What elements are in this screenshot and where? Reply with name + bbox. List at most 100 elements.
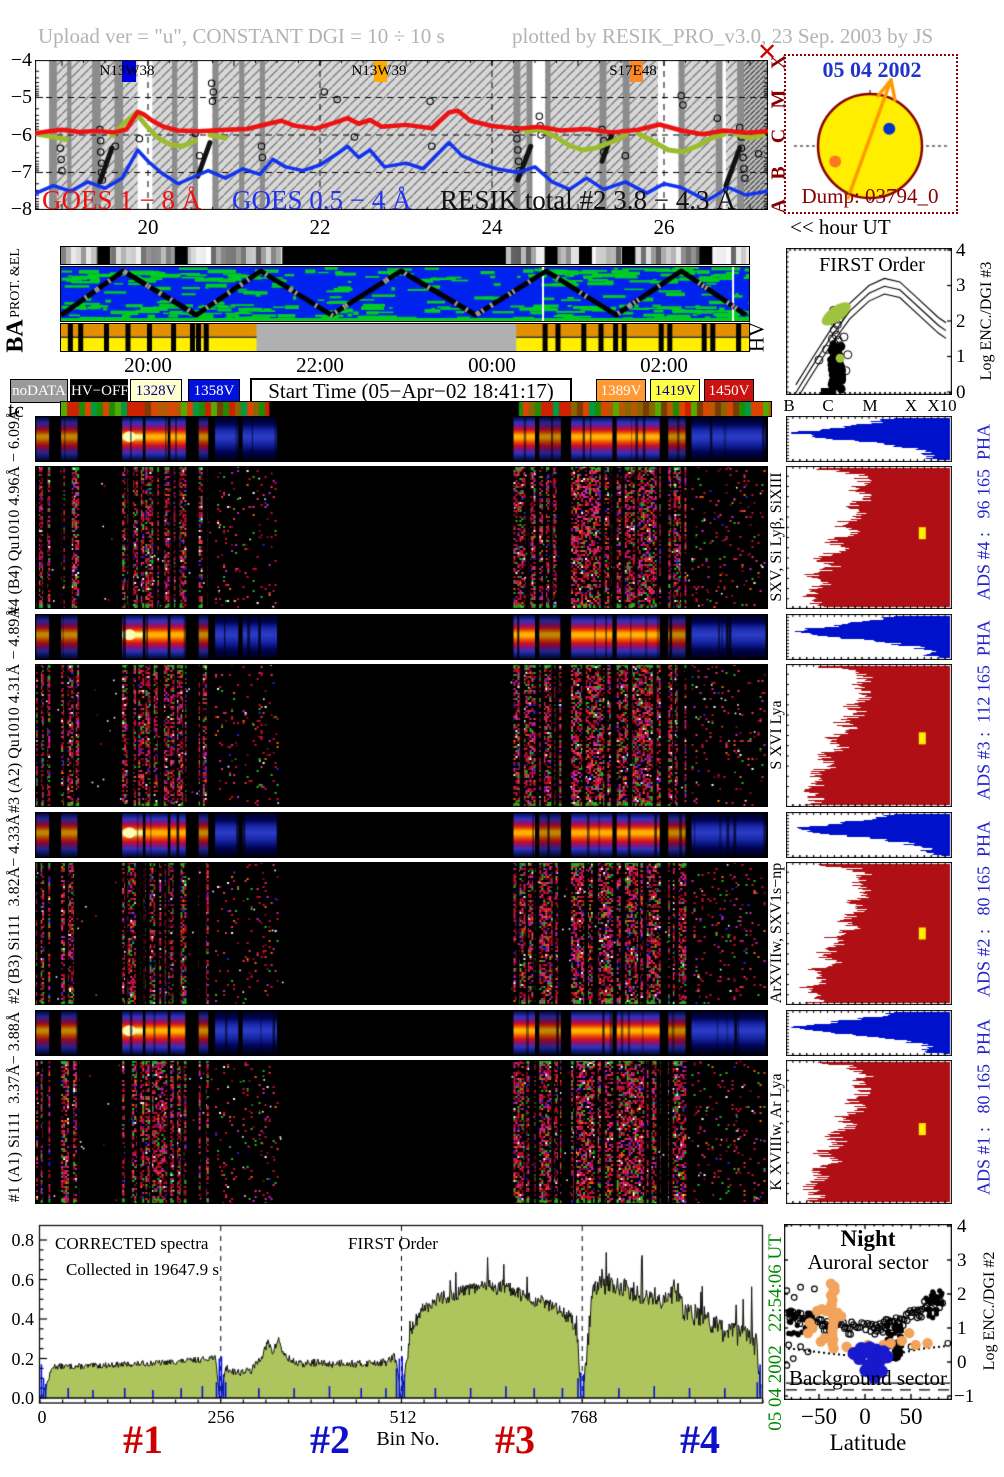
lat-ytick: 1 — [957, 1318, 967, 1339]
sun-panel — [784, 54, 958, 214]
lat-xtick: 0 — [859, 1404, 871, 1429]
auroral-title: Auroral sector — [807, 1250, 929, 1274]
line-id-label: K XVIIIw, Ar Lya — [768, 1073, 785, 1191]
legend-1358v: 1358V — [188, 379, 240, 403]
time-tick: 02:00 — [640, 353, 688, 377]
start-time-box: Start Time (05−Apr−02 18:41:17) — [250, 378, 572, 404]
goes-ytick: −6 — [10, 124, 32, 146]
goes-ytick: −4 — [10, 49, 32, 71]
section-label-4: #4 — [680, 1417, 720, 1462]
spectra-xtick: 0 — [37, 1407, 47, 1427]
header-right: plotted by RESIK_PRO_v3.0, 23 Sep. 2003 … — [512, 24, 934, 48]
dump-label: Dump: 03794_0 — [801, 184, 939, 208]
legend-1389v: 1389V — [596, 379, 646, 403]
legend-1419v: 1419V — [650, 379, 700, 403]
first-xtick: M — [862, 396, 878, 415]
legend-nodata: noDATA — [10, 379, 68, 403]
pha-red-1 — [786, 1060, 952, 1204]
sun-date: 05 04 2002 — [822, 57, 922, 82]
spectrogram-band-1 — [35, 1010, 768, 1056]
flare-marker-box — [630, 61, 643, 82]
corner-x-mark: ✕ — [757, 40, 778, 66]
spectra-text1: CORRECTED spectra — [55, 1234, 209, 1253]
lat-ytick: 0 — [957, 1352, 967, 1373]
goes-ytick: −5 — [10, 86, 32, 108]
spectra-xtick: 256 — [207, 1407, 235, 1427]
corrected-spectra-plot — [37, 1222, 766, 1404]
spectra-ytick: 0.6 — [11, 1270, 35, 1290]
hour-ut-label: << hour UT — [790, 215, 891, 239]
goes-ytick: −8 — [10, 198, 32, 220]
channel-label: #2 (B3) Si111 3.82Å− 4.33Å — [6, 814, 23, 1004]
time-tick: 20:00 — [124, 353, 172, 377]
first-order-title: FIRST Order — [819, 254, 925, 276]
lat-ytick: 2 — [957, 1284, 967, 1305]
night-title: Night — [840, 1226, 896, 1251]
pha-blue-2 — [786, 812, 952, 858]
spectra-ytick: 0.2 — [11, 1349, 35, 1369]
lat-xtick: 50 — [899, 1404, 923, 1429]
goes-ytick: −7 — [10, 161, 32, 183]
bin-no-label: Bin No. — [376, 1428, 440, 1450]
pha-blue-1 — [786, 1010, 952, 1056]
proton-bar — [60, 246, 750, 265]
first-xtick: X — [904, 396, 918, 415]
spectra-xtick: 512 — [389, 1407, 417, 1427]
goes-xtick: 22 — [309, 215, 331, 239]
latitude-label: Latitude — [829, 1430, 907, 1455]
section-label-2: #2 — [310, 1417, 350, 1462]
pha-red-4 — [786, 466, 952, 609]
flare-marker-box — [374, 61, 387, 82]
background-sector-label: Background sector — [788, 1366, 948, 1390]
ba-label: BA — [2, 319, 29, 353]
pha-red-3 — [786, 664, 952, 807]
channel-label: #4 (B4) Qu1010 4.96Å − 6.09Å — [6, 409, 23, 615]
prot-el-label: PROT. &EL — [8, 248, 23, 318]
pha-blue-4 — [786, 416, 952, 462]
pha-blue-3 — [786, 614, 952, 660]
ads-label: ADS #2 : 80 165 PHA — [973, 820, 994, 998]
first-xtick: B — [783, 396, 795, 415]
legend-1450v: 1450V — [704, 379, 754, 403]
ads-label: ADS #4 : 96 165 PHA — [973, 423, 994, 601]
goes-xtick: 24 — [481, 215, 503, 239]
lat-ytick: 4 — [957, 1216, 967, 1237]
sun-disk-drawing — [786, 56, 954, 210]
spectrogram-detail-4 — [35, 466, 768, 609]
spectra-text3: FIRST Order — [348, 1234, 438, 1253]
goes-xtick: 26 — [653, 215, 675, 239]
first-xtick: C — [822, 396, 834, 415]
electron-orbit-panel — [60, 266, 750, 322]
flare-annotation: S17E48 — [609, 63, 657, 79]
tc-colorbar — [60, 401, 772, 417]
resik-total-label: RESIK total #2 3.8 − 4.3 Å — [440, 185, 736, 215]
legend-hvoff: HV−OFF — [70, 379, 129, 403]
flare-annotation: N13W39 — [351, 63, 407, 79]
first-ytick: 2 — [956, 311, 966, 332]
first-ytick: 4 — [956, 240, 966, 261]
channel-label: #3 (A2) Qu1010 4.31Å − 4.89Å — [6, 607, 23, 813]
section-label-1: #1 — [123, 1417, 163, 1462]
line-id-label: ArXVIIw, SXV1s−np — [768, 862, 785, 1004]
spectra-ytick: 0.0 — [11, 1388, 35, 1408]
ads-label: ADS #1 : 80 165 PHA — [973, 1018, 994, 1196]
goes-05-4-label: GOES 0.5 − 4 Å — [232, 185, 412, 215]
hv-label: HV — [744, 321, 769, 353]
time-tick: 00:00 — [468, 353, 516, 377]
channel-label: #1 (A1) Si111 3.37Å− 3.88Å — [6, 1011, 23, 1203]
first-xtick: X10 — [927, 396, 957, 415]
lat-ytick: −1 — [954, 1386, 975, 1407]
pha-red-2 — [786, 862, 952, 1005]
ba-bar — [60, 323, 750, 352]
spectra-ytick: 0.4 — [11, 1309, 35, 1329]
flare-annotation: N13W38 — [99, 63, 155, 79]
spectrogram-band-3 — [35, 614, 768, 660]
lat-ylabel: Log ENC./DGI #2 — [981, 1251, 998, 1371]
spectrogram-detail-3 — [35, 664, 768, 807]
spectra-xtick: 768 — [570, 1407, 598, 1427]
goes-lightcurve-plot — [35, 60, 768, 210]
first-ylabel: Log ENC./DGI #3 — [978, 261, 995, 381]
spectrogram-detail-1 — [35, 1060, 768, 1204]
lat-ytick: 3 — [957, 1250, 967, 1271]
